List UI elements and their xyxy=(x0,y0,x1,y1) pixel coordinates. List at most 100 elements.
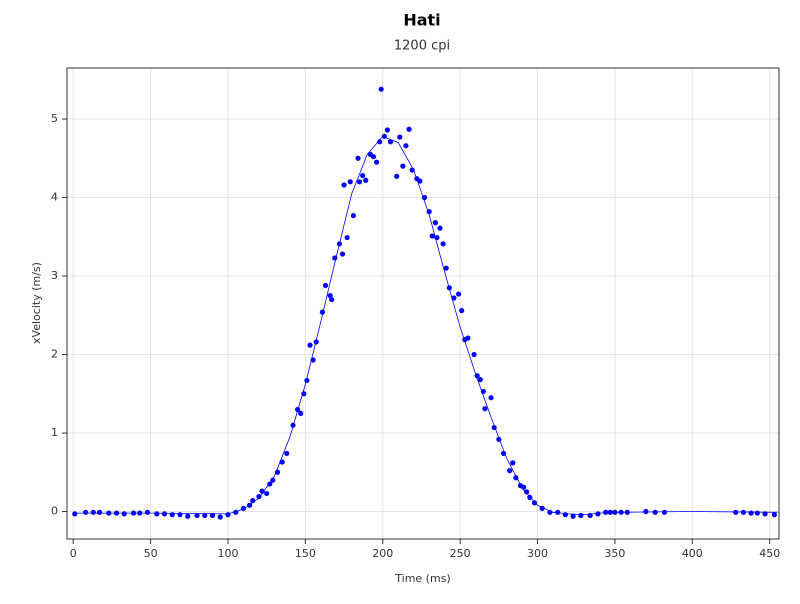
data-point xyxy=(562,512,569,518)
data-point xyxy=(477,377,483,383)
data-point xyxy=(440,241,446,247)
data-point xyxy=(370,154,377,160)
data-point xyxy=(329,296,335,303)
y-tick-label: 5 xyxy=(51,112,58,125)
y-axis-label: xVelocity (m/s) xyxy=(30,262,43,344)
data-point xyxy=(443,265,449,271)
data-point xyxy=(603,509,609,515)
data-point xyxy=(432,220,438,226)
x-tick-label: 50 xyxy=(144,547,158,560)
data-point xyxy=(356,179,363,185)
data-point xyxy=(185,513,191,519)
data-point xyxy=(652,509,658,515)
data-point xyxy=(384,127,390,133)
data-point xyxy=(400,163,406,169)
data-point xyxy=(240,505,247,511)
x-tick-label: 150 xyxy=(295,547,316,560)
data-point xyxy=(403,143,409,149)
plot-area xyxy=(67,68,779,539)
data-point xyxy=(771,512,777,518)
data-point xyxy=(284,450,290,457)
data-point xyxy=(409,167,415,173)
x-axis-label: Time (ms) xyxy=(394,572,450,585)
data-point xyxy=(643,508,649,515)
data-point xyxy=(339,251,346,257)
data-point xyxy=(531,500,538,506)
data-point xyxy=(547,509,553,515)
data-point xyxy=(267,481,273,487)
data-point xyxy=(169,512,175,518)
data-point xyxy=(202,512,208,519)
fit-line xyxy=(73,135,778,516)
x-tick-label: 250 xyxy=(450,547,471,560)
data-point xyxy=(360,172,366,179)
data-point xyxy=(394,173,400,179)
data-point xyxy=(363,177,369,183)
data-point xyxy=(96,509,103,515)
data-point xyxy=(471,351,477,358)
data-point xyxy=(524,489,530,495)
x-tick-label: 400 xyxy=(682,547,703,560)
data-point xyxy=(322,282,329,289)
data-point xyxy=(270,477,276,483)
data-point xyxy=(307,342,313,348)
data-point xyxy=(748,510,754,516)
data-point xyxy=(378,86,384,92)
data-point xyxy=(417,178,423,184)
data-point xyxy=(298,410,304,416)
x-tick-label: 200 xyxy=(372,547,393,560)
data-point xyxy=(570,513,576,519)
data-point xyxy=(264,490,270,497)
data-point xyxy=(459,307,465,314)
data-point xyxy=(327,293,333,299)
data-point xyxy=(90,509,96,515)
data-point xyxy=(661,509,668,515)
data-point xyxy=(144,509,151,515)
data-point xyxy=(595,511,601,517)
data-point xyxy=(72,511,78,517)
chart-title: Hati xyxy=(403,11,440,30)
y-tick-label: 3 xyxy=(51,269,58,282)
data-point xyxy=(121,511,127,517)
data-point xyxy=(344,234,350,241)
x-tick-label: 450 xyxy=(759,547,780,560)
data-point xyxy=(387,139,394,145)
data-point xyxy=(154,511,160,517)
data-point xyxy=(161,511,168,517)
data-point xyxy=(256,494,262,500)
x-tick-label: 350 xyxy=(604,547,625,560)
data-point xyxy=(429,233,435,239)
y-tick-label: 2 xyxy=(51,348,58,361)
data-point xyxy=(527,494,533,500)
data-point xyxy=(754,510,760,516)
data-point xyxy=(456,291,462,297)
data-point xyxy=(209,512,216,519)
y-tick-label: 4 xyxy=(51,191,58,204)
data-point xyxy=(578,512,584,519)
data-point xyxy=(507,468,513,474)
data-point xyxy=(217,514,223,520)
data-point xyxy=(437,225,443,231)
data-point xyxy=(350,212,356,219)
data-point xyxy=(397,134,403,140)
data-point xyxy=(465,335,471,341)
data-point xyxy=(347,179,353,185)
y-tick-label: 0 xyxy=(51,505,58,518)
y-tick-label: 1 xyxy=(51,426,58,439)
data-point xyxy=(225,512,231,518)
data-point xyxy=(555,509,561,515)
plot-frame xyxy=(66,67,780,540)
data-point xyxy=(341,182,347,188)
chart-subtitle: 1200 cpi xyxy=(394,39,450,54)
data-point xyxy=(355,155,361,161)
x-tick-label: 0 xyxy=(70,547,77,560)
data-point xyxy=(377,139,383,145)
data-point xyxy=(482,406,488,412)
data-point xyxy=(373,159,380,165)
data-point xyxy=(488,395,494,401)
data-point xyxy=(177,512,183,518)
x-tick-label: 100 xyxy=(217,547,238,560)
data-point xyxy=(194,512,200,519)
